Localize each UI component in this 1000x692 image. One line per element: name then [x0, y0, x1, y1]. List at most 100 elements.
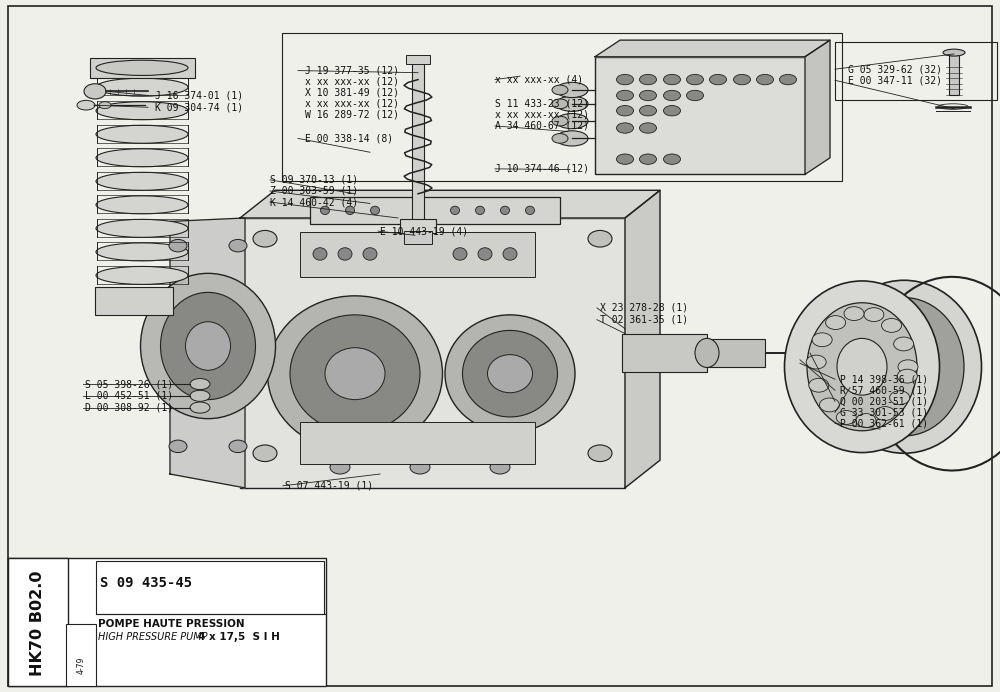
Ellipse shape — [552, 116, 568, 126]
Text: S 07 443-19 (1): S 07 443-19 (1) — [285, 481, 373, 491]
Ellipse shape — [640, 154, 656, 165]
Text: W 16 289-72 (12): W 16 289-72 (12) — [305, 110, 399, 120]
Ellipse shape — [96, 243, 188, 261]
Text: E 10 443-19 (4): E 10 443-19 (4) — [380, 226, 468, 236]
Ellipse shape — [410, 253, 430, 266]
Ellipse shape — [826, 280, 982, 453]
Bar — [400, 219, 436, 233]
Ellipse shape — [556, 96, 588, 111]
Ellipse shape — [616, 122, 634, 134]
Ellipse shape — [686, 75, 704, 85]
Bar — [95, 287, 173, 315]
Polygon shape — [805, 40, 830, 174]
Ellipse shape — [552, 99, 568, 109]
Bar — [949, 55, 959, 95]
Ellipse shape — [99, 102, 111, 109]
Ellipse shape — [837, 338, 887, 395]
Ellipse shape — [809, 379, 829, 392]
Ellipse shape — [488, 354, 532, 393]
Ellipse shape — [338, 248, 352, 260]
Bar — [66, 624, 96, 686]
Ellipse shape — [943, 49, 965, 56]
Text: 4-79: 4-79 — [76, 657, 86, 675]
Text: J 19 377-35 (12): J 19 377-35 (12) — [305, 66, 399, 75]
Bar — [310, 197, 560, 224]
Ellipse shape — [897, 370, 917, 383]
Ellipse shape — [552, 134, 568, 143]
Bar — [8, 558, 326, 686]
Ellipse shape — [96, 196, 188, 214]
Ellipse shape — [476, 206, 484, 215]
Text: S 09 435-45: S 09 435-45 — [100, 576, 192, 590]
Text: Z 00 303-59 (1): Z 00 303-59 (1) — [270, 186, 358, 196]
Ellipse shape — [640, 105, 656, 116]
Bar — [835, 42, 997, 100]
Ellipse shape — [780, 75, 796, 85]
Ellipse shape — [229, 239, 247, 252]
Text: x xx xxx-xx (12): x xx xxx-xx (12) — [495, 110, 589, 120]
Ellipse shape — [784, 281, 940, 453]
Polygon shape — [625, 190, 660, 488]
Ellipse shape — [410, 460, 430, 474]
Ellipse shape — [640, 75, 656, 85]
Text: S 11 433-23 (12): S 11 433-23 (12) — [495, 99, 589, 109]
Bar — [622, 334, 707, 372]
Ellipse shape — [169, 239, 187, 252]
Ellipse shape — [640, 122, 656, 134]
Text: T 02 361-35 (1): T 02 361-35 (1) — [600, 315, 688, 325]
Ellipse shape — [370, 206, 380, 215]
Ellipse shape — [757, 75, 774, 85]
Ellipse shape — [806, 355, 826, 369]
Ellipse shape — [490, 460, 510, 474]
Ellipse shape — [875, 407, 895, 421]
Ellipse shape — [96, 219, 188, 237]
Ellipse shape — [894, 337, 914, 351]
Text: HIGH PRESSURE PUMP: HIGH PRESSURE PUMP — [98, 632, 208, 641]
Ellipse shape — [526, 206, 534, 215]
Ellipse shape — [96, 102, 188, 120]
Ellipse shape — [556, 131, 588, 146]
Ellipse shape — [664, 90, 680, 101]
Ellipse shape — [890, 391, 910, 405]
Ellipse shape — [836, 410, 856, 424]
Text: L 00 452-51 (1): L 00 452-51 (1) — [85, 391, 173, 401]
Ellipse shape — [186, 322, 230, 370]
Bar — [96, 561, 324, 614]
Ellipse shape — [253, 230, 277, 247]
Text: R 57 460-59 (1): R 57 460-59 (1) — [840, 385, 928, 395]
Ellipse shape — [616, 75, 634, 85]
Ellipse shape — [864, 308, 884, 322]
Text: x xx xxx-xx (12): x xx xxx-xx (12) — [305, 77, 399, 86]
Ellipse shape — [503, 248, 517, 260]
Text: X 10 381-49 (12): X 10 381-49 (12) — [305, 88, 399, 98]
Ellipse shape — [96, 149, 188, 167]
Text: J 16 374-01 (1): J 16 374-01 (1) — [155, 91, 243, 100]
Ellipse shape — [169, 440, 187, 453]
Ellipse shape — [812, 333, 832, 347]
Text: A 34 460-67 (12): A 34 460-67 (12) — [495, 121, 589, 131]
Ellipse shape — [253, 445, 277, 462]
Ellipse shape — [84, 84, 106, 99]
Ellipse shape — [616, 90, 634, 101]
Ellipse shape — [140, 273, 276, 419]
Ellipse shape — [445, 315, 575, 432]
Text: P 14 398-36 (1): P 14 398-36 (1) — [840, 374, 928, 384]
Text: E 00 347-11 (32): E 00 347-11 (32) — [848, 75, 942, 85]
Polygon shape — [170, 218, 245, 488]
Bar — [595, 57, 805, 174]
Text: Q 00 203-51 (1): Q 00 203-51 (1) — [840, 397, 928, 406]
Ellipse shape — [96, 78, 188, 96]
Bar — [300, 422, 535, 464]
Ellipse shape — [695, 338, 719, 367]
Ellipse shape — [734, 75, 750, 85]
Ellipse shape — [160, 292, 256, 400]
Ellipse shape — [556, 113, 588, 129]
Ellipse shape — [710, 75, 726, 85]
Ellipse shape — [686, 90, 704, 101]
Ellipse shape — [190, 390, 210, 401]
Ellipse shape — [807, 303, 917, 430]
Ellipse shape — [190, 402, 210, 413]
Text: X 23 278-28 (1): X 23 278-28 (1) — [600, 303, 688, 313]
Ellipse shape — [898, 360, 918, 374]
Ellipse shape — [616, 154, 634, 165]
